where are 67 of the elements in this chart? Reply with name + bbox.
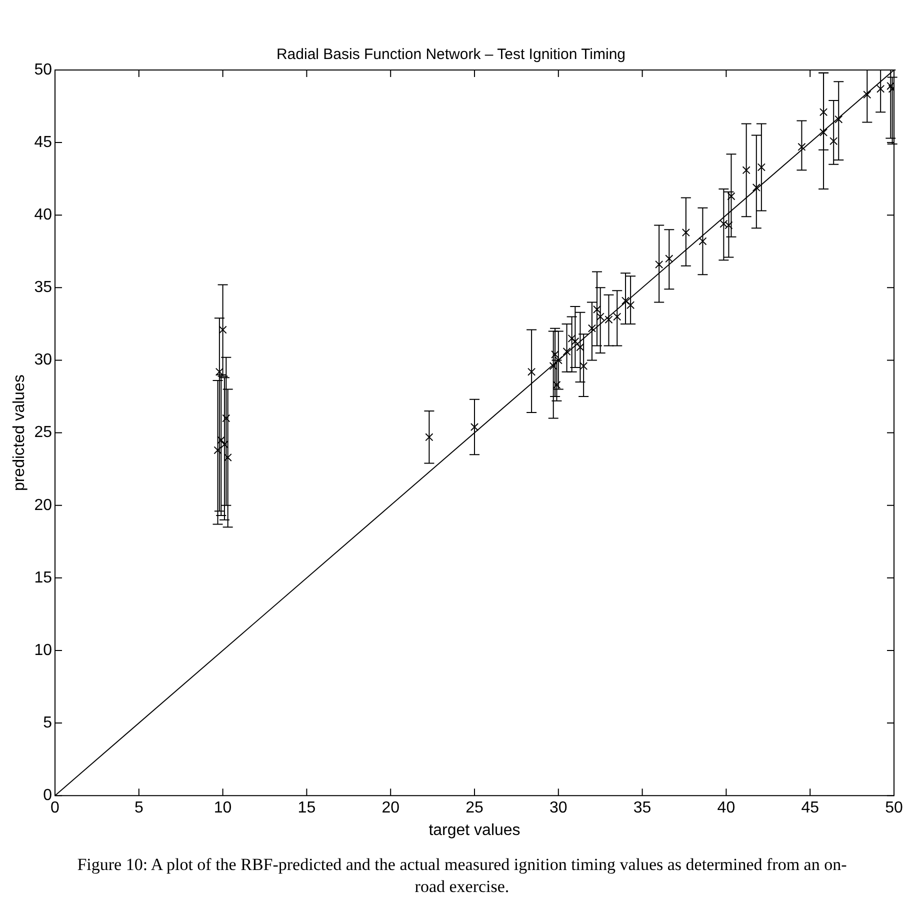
point — [727, 192, 736, 200]
x-tick-label: 20 — [382, 800, 400, 817]
point — [665, 254, 674, 263]
point — [720, 220, 728, 228]
point — [819, 128, 828, 136]
point — [214, 446, 222, 454]
x-tick-label: 40 — [717, 800, 736, 817]
point — [682, 228, 690, 237]
point — [621, 296, 630, 305]
x-tick-label: 30 — [550, 800, 568, 817]
point — [470, 422, 479, 432]
point — [592, 305, 602, 314]
y-axis-title: predicted values — [11, 374, 28, 492]
x-tick-label: 45 — [801, 800, 820, 817]
point — [876, 84, 885, 93]
point — [220, 440, 229, 448]
point — [757, 163, 766, 172]
y-tick-label: 45 — [34, 134, 52, 151]
point — [549, 362, 558, 370]
point — [724, 221, 733, 230]
point — [217, 436, 226, 444]
point — [613, 312, 622, 321]
point — [554, 356, 562, 364]
chart-title: Radial Basis Function Network – Test Ignition Timing — [276, 46, 626, 64]
point — [580, 362, 588, 370]
point — [604, 316, 613, 324]
x-axis-title: target values — [428, 822, 520, 839]
y-tick-label: 40 — [34, 206, 52, 224]
point — [551, 350, 560, 358]
x-tick-label: 10 — [214, 800, 232, 817]
x-tick-label: 35 — [633, 800, 652, 817]
y-tick-label: 50 — [34, 61, 52, 78]
y-tick-label: 5 — [43, 714, 52, 732]
point — [222, 414, 230, 422]
x-tick-label: 25 — [466, 800, 484, 817]
point — [834, 115, 843, 124]
point — [698, 237, 707, 246]
point — [626, 301, 635, 310]
point — [830, 137, 838, 146]
point — [863, 90, 872, 99]
y-tick-label: 15 — [34, 569, 52, 586]
point — [742, 166, 750, 174]
y-tick-label: 25 — [34, 424, 52, 442]
point — [562, 348, 571, 356]
caption: Figure 10: A plot of the RBF-predicted and the actual measured ignition timing values as determined from an on-road exercise. — [76, 854, 848, 898]
point — [576, 343, 584, 352]
x-tick-label: 15 — [298, 800, 316, 817]
y-tick-label: 20 — [34, 496, 52, 514]
point — [528, 368, 536, 376]
y-tick-label: 35 — [34, 279, 52, 296]
point — [571, 337, 580, 346]
point — [218, 326, 227, 334]
point — [568, 334, 576, 343]
point — [552, 380, 561, 389]
y-tick-label: 0 — [43, 787, 52, 804]
point — [425, 433, 434, 442]
point — [215, 368, 224, 376]
y-tick-label: 10 — [34, 642, 52, 659]
x-tick-label: 50 — [885, 800, 903, 817]
x-tick-label: 5 — [134, 800, 144, 817]
point — [655, 260, 664, 268]
y-tick-label: 30 — [34, 352, 52, 369]
point — [752, 184, 760, 192]
point — [224, 453, 232, 462]
point — [886, 82, 894, 90]
point — [819, 108, 828, 116]
point — [798, 142, 806, 151]
